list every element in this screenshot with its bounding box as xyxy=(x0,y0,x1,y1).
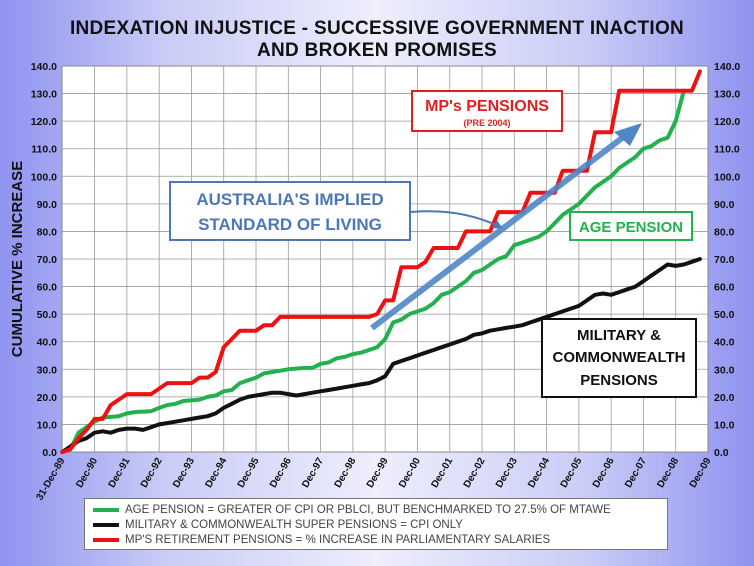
y-tick-label-left: 20.0 xyxy=(37,392,58,404)
x-tick-label: Dec-92 xyxy=(139,456,165,490)
x-axis: 31-Dec-89 Dec-90 Dec-91 Dec-92 Dec-93 Dec-94 D… xyxy=(34,456,713,503)
y-tick-label-left: 70.0 xyxy=(37,254,58,266)
x-tick-label: Dec-95 xyxy=(236,456,262,490)
y-tick-label-left: 110.0 xyxy=(31,144,57,156)
x-tick-label: Dec-93 xyxy=(171,456,197,490)
legend-label-mp-pensions: MP'S RETIREMENT PENSIONS = % INCREASE IN… xyxy=(125,533,551,546)
y-tick-label-right: 120.0 xyxy=(714,116,740,128)
y-tick-label-right: 130.0 xyxy=(714,89,740,101)
chart-title: INDEXATION INJUSTICE - SUCCESSIVE GOVERN… xyxy=(0,18,754,62)
legend-item-age-pension: AGE PENSION = GREATER OF CPI OR PBLCI, B… xyxy=(93,502,659,517)
mp-pensions-callout: MP's PENSIONS (PRE 2004) xyxy=(411,90,563,132)
legend: AGE PENSION = GREATER OF CPI OR PBLCI, B… xyxy=(84,498,668,550)
y-tick-label-right: 90.0 xyxy=(714,199,735,211)
x-tick-label: 31-Dec-89 xyxy=(34,456,67,503)
implied-curved-arrow-head xyxy=(492,220,503,229)
y-axis-label: CUMULATIVE % INCREASE xyxy=(9,161,26,357)
x-tick-label: Dec-94 xyxy=(203,456,229,490)
y-tick-label-right: 40.0 xyxy=(714,337,735,349)
legend-swatch-age-pension xyxy=(93,507,119,512)
military-label-3: PENSIONS xyxy=(580,372,658,389)
implied-curved-arrow xyxy=(410,210,499,227)
y-tick-label-right: 30.0 xyxy=(714,364,735,376)
x-tick-label: Dec-97 xyxy=(300,456,326,490)
implied-standard-label-2: STANDARD OF LIVING xyxy=(198,215,382,234)
x-tick-label: Dec-04 xyxy=(526,456,552,490)
x-tick-label: Dec-02 xyxy=(462,456,488,490)
mp-pensions-label: MP's PENSIONS xyxy=(425,98,549,115)
military-label-2: COMMONWEALTH xyxy=(552,349,685,366)
trend-arrow xyxy=(370,123,642,331)
y-tick-label-right: 70.0 xyxy=(714,254,735,266)
series-lines xyxy=(60,69,702,454)
chart-title-line-1: INDEXATION INJUSTICE - SUCCESSIVE GOVERN… xyxy=(69,18,685,39)
implied-standard-label-1: AUSTRALIA'S IMPLIED xyxy=(196,190,383,209)
chart-title-line-2: AND BROKEN PROMISES xyxy=(256,40,498,61)
y-axis-left: 0.0 10.0 20.0 30.0 40.0 50.0 60.0 70.0 80.0 90.0 1… xyxy=(31,61,57,459)
legend-label-military: MILITARY & COMMONWEALTH SUPER PENSIONS =… xyxy=(125,518,463,531)
y-tick-label-left: 140.0 xyxy=(31,61,57,73)
y-tick-label-right: 0.0 xyxy=(714,447,729,459)
y-tick-label-left: 40.0 xyxy=(37,337,58,349)
legend-item-military: MILITARY & COMMONWEALTH SUPER PENSIONS =… xyxy=(93,517,659,532)
y-tick-label-left: 0.0 xyxy=(42,447,57,459)
y-tick-label-right: 10.0 xyxy=(714,419,735,431)
mp-pensions-sublabel: (PRE 2004) xyxy=(463,118,510,128)
y-tick-label-left: 120.0 xyxy=(31,116,57,128)
y-tick-label-right: 110.0 xyxy=(714,144,740,156)
legend-label-age-pension: AGE PENSION = GREATER OF CPI OR PBLCI, B… xyxy=(125,503,611,516)
y-tick-label-left: 80.0 xyxy=(37,226,58,238)
series-line-military xyxy=(60,257,702,454)
x-tick-label: Dec-09 xyxy=(688,456,714,490)
series-line-age-pension xyxy=(60,88,686,454)
y-tick-label-right: 140.0 xyxy=(714,61,740,73)
x-tick-label: Dec-01 xyxy=(429,456,455,490)
x-tick-label: Dec-08 xyxy=(655,456,681,490)
y-tick-label-right: 50.0 xyxy=(714,309,735,321)
x-tick-label: Dec-99 xyxy=(365,456,391,490)
y-tick-label-left: 10.0 xyxy=(37,419,58,431)
y-tick-label-left: 50.0 xyxy=(37,309,58,321)
x-tick-label: Dec-07 xyxy=(623,456,649,490)
y-tick-label-left: 30.0 xyxy=(37,364,58,376)
age-pension-label: AGE PENSION xyxy=(579,219,683,236)
y-tick-label-left: 90.0 xyxy=(37,199,58,211)
implied-standard-callout: AUSTRALIA'S IMPLIED STANDARD OF LIVING xyxy=(169,181,503,241)
x-tick-label: Dec-00 xyxy=(397,456,423,490)
x-tick-label: Dec-98 xyxy=(333,456,359,490)
y-tick-label-right: 80.0 xyxy=(714,226,735,238)
military-callout: MILITARY & COMMONWEALTH PENSIONS xyxy=(541,318,697,398)
military-label-1: MILITARY & xyxy=(577,327,661,344)
y-tick-label-left: 100.0 xyxy=(31,171,57,183)
x-tick-label: Dec-03 xyxy=(494,456,520,490)
x-tick-label: Dec-06 xyxy=(591,456,617,490)
x-tick-label: Dec-05 xyxy=(559,456,585,490)
age-pension-callout: AGE PENSION xyxy=(569,211,693,241)
y-tick-label-right: 60.0 xyxy=(714,282,735,294)
legend-swatch-military xyxy=(93,522,119,527)
y-tick-label-left: 130.0 xyxy=(31,89,57,101)
y-tick-label-left: 60.0 xyxy=(37,282,58,294)
y-tick-label-right: 100.0 xyxy=(714,171,740,183)
x-tick-label: Dec-91 xyxy=(107,456,133,490)
x-tick-label: Dec-90 xyxy=(74,456,100,490)
x-tick-label: Dec-96 xyxy=(268,456,294,490)
y-tick-label-right: 20.0 xyxy=(714,392,735,404)
y-axis-right: 0.0 10.0 20.0 30.0 40.0 50.0 60.0 70.0 80.0 90.0 1… xyxy=(714,61,740,459)
legend-item-mp-pensions: MP'S RETIREMENT PENSIONS = % INCREASE IN… xyxy=(93,532,659,547)
series-line-mp-pensions xyxy=(60,69,702,454)
legend-swatch-mp-pensions xyxy=(93,537,119,542)
